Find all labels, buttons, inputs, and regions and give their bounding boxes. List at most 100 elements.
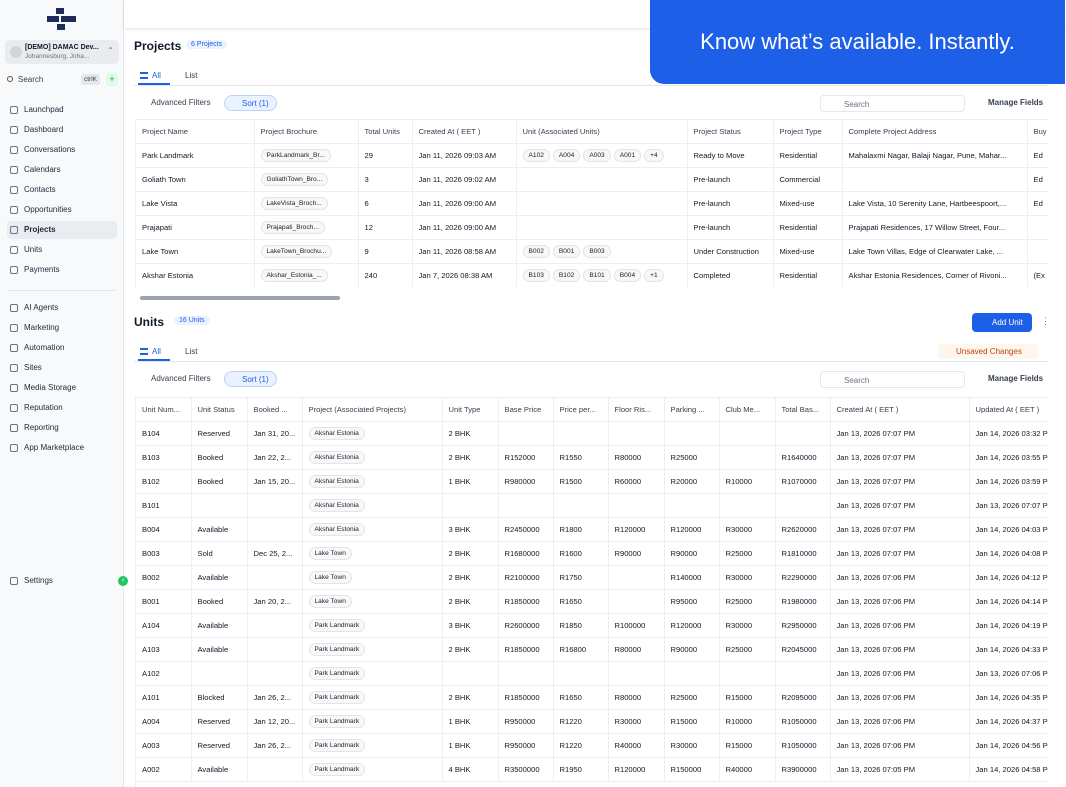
search-box[interactable]: Search <box>820 95 965 112</box>
column-header[interactable]: Parking ... <box>664 398 720 422</box>
nav-item[interactable]: Opportunities <box>7 201 117 219</box>
nav-item[interactable]: Calendars <box>7 161 117 179</box>
tab[interactable]: All <box>152 71 161 80</box>
column-header[interactable]: Updated At ( EET ) <box>969 398 1048 422</box>
table-row[interactable]: A103 Available Park Landmark 2 BHK R1850000 R… <box>136 637 1048 662</box>
column-header[interactable]: Project Type <box>773 120 843 144</box>
column-header[interactable]: Booked ... <box>247 398 303 422</box>
table-row[interactable]: B004 Available Akshar Estonia 3 BHK R2450000… <box>136 517 1048 542</box>
table-row[interactable]: Lake Vista LakeVista_Broch... 6 Jan 11, 202… <box>136 191 1048 216</box>
column-header[interactable]: Created At ( EET ) <box>830 398 970 422</box>
column-header[interactable]: Project (Associated Projects) <box>302 398 443 422</box>
nav-item[interactable]: Dashboard <box>7 121 117 139</box>
column-header[interactable]: Price per... <box>553 398 609 422</box>
table-row[interactable]: B001 Booked Jan 20, 2... Lake Town 2 BHK R185… <box>136 589 1048 614</box>
quick-action[interactable]: + <box>106 73 118 86</box>
cell-chip[interactable]: Lake Town <box>308 546 352 560</box>
nav-item[interactable]: Launchpad <box>7 101 117 119</box>
column-header[interactable]: Floor Ris... <box>608 398 665 422</box>
sort-button[interactable]: Sort (1) <box>224 95 277 111</box>
sort-button[interactable]: Sort (1) <box>224 371 277 387</box>
search-box[interactable]: Search <box>820 371 965 388</box>
cell-chip[interactable]: Akshar Estonia <box>308 474 365 488</box>
cell-chip[interactable]: Park Landmark <box>308 738 366 752</box>
account-switcher[interactable]: [DEMO] DAMAC Dev... Johannesburg, Joha..… <box>5 40 119 64</box>
table-row[interactable]: B104 Reserved Jan 31, 20... Akshar Estonia 2… <box>136 421 1048 446</box>
cell-chip[interactable]: Akshar Estonia <box>308 426 365 440</box>
table-row[interactable]: B003 Sold Dec 25, 2... Lake Town 2 BHK R16800… <box>136 541 1048 566</box>
table-row[interactable]: Akshar Estonia Akshar_Estonia_... 240 Jan 7… <box>136 263 1048 287</box>
cell-chip[interactable]: GoliathTown_Bro... <box>260 172 329 186</box>
table-row[interactable]: A102 Park Landmark Jan 13, 2026 07:06 PM Ja… <box>136 661 1048 686</box>
nav-item[interactable]: Automation <box>7 339 117 357</box>
table-row[interactable]: A002 Available Park Landmark 4 BHK R3500000 R… <box>136 757 1048 782</box>
table-row[interactable]: B002 Available Lake Town 2 BHK R2100000 R1750… <box>136 565 1048 590</box>
cell-chip[interactable]: Akshar Estonia <box>308 522 365 536</box>
nav-item[interactable]: App Marketplace <box>7 439 117 457</box>
nav-item[interactable]: Contacts <box>7 181 117 199</box>
column-header[interactable]: Created At ( EET ) <box>412 120 517 144</box>
column-header[interactable]: Unit Status <box>191 398 248 422</box>
collapse-toggle[interactable]: ‹ <box>118 576 128 586</box>
cell-chip[interactable]: Park Landmark <box>308 618 366 632</box>
column-header[interactable]: Complete Project Address <box>842 120 1028 144</box>
table-row[interactable]: A104 Available Park Landmark 3 BHK R2600000 R… <box>136 613 1048 638</box>
cell-chip[interactable]: Lake Town <box>308 594 352 608</box>
manage-fields[interactable]: Manage Fields <box>988 98 1044 107</box>
cell-chip[interactable]: Park Landmark <box>308 690 366 704</box>
tab[interactable]: List <box>185 347 198 356</box>
manage-fields[interactable]: Manage Fields <box>988 374 1044 383</box>
search-box[interactable]: Search ctrlK <box>6 72 100 87</box>
cell-chip[interactable]: LakeTown_Brochu... <box>260 244 333 258</box>
tab[interactable]: List <box>185 71 198 80</box>
cell-chip[interactable]: Akshar_Estonia_... <box>260 268 328 282</box>
filter-button[interactable]: Advanced Filters <box>151 374 211 383</box>
table-row[interactable]: A101 Blocked Jan 26, 2... Park Landmark 2 BH… <box>136 685 1048 710</box>
cell-chip[interactable]: Akshar Estonia <box>308 498 365 512</box>
table-row[interactable]: A004 Reserved Jan 12, 20... Park Landmark 1 … <box>136 709 1048 734</box>
column-header[interactable]: Project Status <box>687 120 774 144</box>
tab[interactable]: All <box>152 347 161 356</box>
table-row[interactable]: Goliath Town GoliathTown_Bro... 3 Jan 11, 2… <box>136 167 1048 192</box>
cell-chip[interactable]: LakeVista_Broch... <box>260 196 328 210</box>
cell-chip[interactable]: ParkLandmark_Br... <box>260 148 331 162</box>
nav-item[interactable]: Media Storage <box>7 379 117 397</box>
column-header[interactable]: Buy <box>1027 120 1048 144</box>
column-header[interactable]: Unit (Associated Units) <box>516 120 688 144</box>
nav-item[interactable]: Projects <box>7 221 117 239</box>
cell-chip[interactable]: Akshar Estonia <box>308 450 365 464</box>
column-header[interactable]: Total Units <box>358 120 413 144</box>
table-row[interactable]: B103 Booked Jan 22, 2... Akshar Estonia 2 BH… <box>136 445 1048 470</box>
nav-item[interactable]: Sites <box>7 359 117 377</box>
table-row[interactable]: Park Landmark ParkLandmark_Br... 29 Jan 11,… <box>136 143 1048 168</box>
nav-item[interactable]: Reporting <box>7 419 117 437</box>
table-row[interactable]: B101 Akshar Estonia Jan 13, 2026 07:07 PM J… <box>136 493 1048 518</box>
filter-button[interactable]: Advanced Filters <box>151 98 211 107</box>
cell-chip[interactable]: Park Landmark <box>308 714 366 728</box>
nav-item[interactable]: Reputation <box>7 399 117 417</box>
column-header[interactable]: Base Price <box>498 398 554 422</box>
add-unit-button[interactable]: Add Unit <box>972 313 1032 332</box>
table-row[interactable]: Prajapati Prajapati_Broch... 12 Jan 11, 202… <box>136 215 1048 240</box>
cell-chip[interactable]: Park Landmark <box>308 642 366 656</box>
nav-item[interactable]: Settings <box>7 572 117 590</box>
table-row[interactable]: B102 Booked Jan 15, 20... Akshar Estonia 1 B… <box>136 469 1048 494</box>
column-header[interactable]: Unit Num... <box>136 398 192 422</box>
nav-item[interactable]: Payments <box>7 261 117 279</box>
nav-item[interactable]: Marketing <box>7 319 117 337</box>
column-header[interactable]: Project Brochure <box>254 120 359 144</box>
cell-chip[interactable]: Park Landmark <box>308 666 366 680</box>
column-header[interactable]: Unit Type <box>442 398 499 422</box>
column-header[interactable]: Project Name <box>136 120 255 144</box>
nav-item[interactable]: AI Agents <box>7 299 117 317</box>
column-header[interactable]: Club Me... <box>719 398 776 422</box>
cell-chip[interactable]: Lake Town <box>308 570 352 584</box>
nav-item[interactable]: Units <box>7 241 117 259</box>
unsaved-changes[interactable]: Unsaved Changes <box>938 344 1038 359</box>
table-row[interactable]: A003 Reserved Jan 26, 2... Park Landmark 1 B… <box>136 733 1048 758</box>
cell-chip[interactable]: Park Landmark <box>308 762 366 776</box>
cell-chip[interactable]: Prajapati_Broch... <box>260 220 325 234</box>
more-menu[interactable]: ⋮ <box>1041 316 1050 326</box>
nav-item[interactable]: Conversations <box>7 141 117 159</box>
table-row[interactable]: Lake Town LakeTown_Brochu... 9 Jan 11, 2026… <box>136 239 1048 264</box>
